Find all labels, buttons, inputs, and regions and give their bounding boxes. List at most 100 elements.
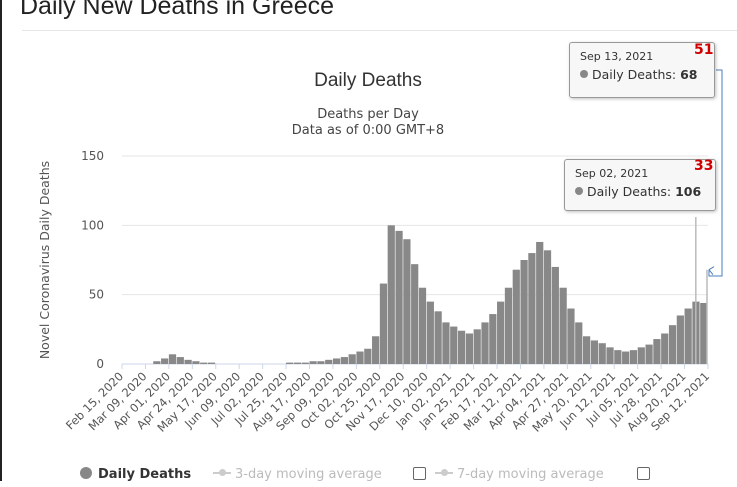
bar bbox=[348, 354, 356, 364]
bar bbox=[434, 311, 442, 364]
tooltip-note: 51 bbox=[694, 42, 714, 58]
bar bbox=[684, 308, 692, 364]
checkbox-icon bbox=[413, 467, 426, 480]
bar bbox=[301, 362, 309, 364]
bar bbox=[356, 351, 364, 364]
bar bbox=[536, 241, 544, 364]
bar bbox=[184, 359, 192, 364]
bar bbox=[168, 354, 177, 364]
bar bbox=[668, 325, 677, 364]
y-tick-label: 150 bbox=[81, 149, 104, 163]
bar bbox=[559, 287, 567, 364]
bar bbox=[567, 308, 575, 364]
tooltip-sep-02: Sep 02, 2021 Daily Deaths: 106 bbox=[564, 159, 716, 211]
tooltip-date: Sep 02, 2021 bbox=[575, 167, 649, 180]
bar bbox=[372, 336, 380, 364]
tooltip-series: Daily Deaths: bbox=[587, 184, 672, 199]
bar bbox=[176, 357, 184, 364]
legend-dot-icon bbox=[80, 467, 92, 479]
bar bbox=[551, 266, 559, 364]
bar bbox=[340, 357, 348, 364]
legend-item-7-day[interactable]: 7-day moving average bbox=[435, 467, 604, 482]
bar bbox=[325, 359, 333, 364]
bar bbox=[395, 230, 403, 364]
bar bbox=[528, 253, 536, 364]
left-border bbox=[0, 0, 2, 481]
bar bbox=[207, 362, 216, 364]
bar bbox=[637, 347, 645, 364]
tooltip-value: 68 bbox=[680, 67, 698, 82]
annotation-connector bbox=[708, 69, 723, 277]
chart-subtitle-line-1: Deaths per Day bbox=[317, 107, 419, 122]
bar bbox=[457, 330, 466, 364]
bar bbox=[590, 340, 599, 364]
legend-line-icon bbox=[213, 469, 231, 476]
tooltip-series: Daily Deaths: bbox=[592, 67, 677, 82]
legend-line-icon bbox=[435, 469, 453, 476]
y-tick-label: 100 bbox=[81, 218, 104, 232]
bar bbox=[332, 358, 341, 364]
bar bbox=[582, 336, 591, 364]
bar bbox=[450, 326, 458, 364]
bar bbox=[286, 362, 294, 364]
legend-item-daily-deaths[interactable]: Daily Deaths bbox=[80, 467, 191, 482]
bar bbox=[379, 283, 388, 364]
bar bbox=[676, 315, 684, 364]
tooltip-note: 33 bbox=[694, 158, 714, 174]
bar bbox=[364, 348, 372, 364]
legend-item-3-day[interactable]: 3-day moving average bbox=[213, 467, 382, 482]
bar bbox=[309, 361, 317, 364]
bar bbox=[622, 351, 630, 364]
bar bbox=[629, 350, 638, 364]
legend-checkbox-3-day[interactable] bbox=[413, 467, 426, 483]
chart-subtitle-line-2: Data as of 0:00 GMT+8 bbox=[292, 123, 444, 138]
chart-title: Daily Deaths bbox=[314, 70, 422, 91]
bar bbox=[575, 322, 583, 364]
bar bbox=[481, 322, 489, 364]
bar bbox=[317, 361, 325, 364]
y-axis-ticks: 0 50 100 150 bbox=[81, 149, 104, 371]
arrow-icon bbox=[708, 266, 715, 276]
bar bbox=[387, 225, 395, 364]
bar bbox=[293, 362, 302, 364]
bar bbox=[661, 333, 669, 364]
series-dot-icon bbox=[580, 70, 588, 78]
bar bbox=[489, 314, 497, 364]
bars bbox=[153, 225, 708, 364]
tooltip-sep-13: Sep 13, 2021 Daily Deaths: 68 bbox=[569, 42, 715, 98]
bar bbox=[606, 347, 614, 364]
y-tick-label: 50 bbox=[89, 288, 104, 302]
bar bbox=[512, 269, 520, 364]
checkbox-icon bbox=[637, 467, 650, 480]
highlight-overlay bbox=[695, 69, 723, 364]
legend-checkbox-7-day[interactable] bbox=[637, 467, 650, 483]
bar bbox=[153, 361, 161, 364]
tooltip-value: 106 bbox=[675, 184, 702, 199]
bar bbox=[497, 301, 505, 364]
bar bbox=[426, 301, 434, 364]
series-dot-icon bbox=[575, 187, 583, 195]
bar bbox=[465, 333, 473, 364]
bar bbox=[645, 344, 653, 364]
y-axis-label: Novel Coronavirus Daily Deaths bbox=[37, 161, 52, 359]
bar bbox=[403, 239, 411, 364]
bar bbox=[520, 260, 528, 364]
bar bbox=[411, 264, 419, 364]
bar bbox=[543, 250, 552, 364]
bar bbox=[598, 343, 606, 364]
bar bbox=[700, 302, 708, 364]
bar bbox=[161, 358, 169, 364]
heading-divider bbox=[22, 30, 737, 31]
bar bbox=[504, 287, 513, 364]
bar bbox=[473, 329, 481, 364]
bar bbox=[442, 322, 450, 364]
bar bbox=[192, 361, 200, 364]
page-heading: Daily New Deaths in Greece bbox=[20, 0, 335, 20]
bar bbox=[418, 287, 427, 364]
bar bbox=[200, 362, 208, 364]
bar bbox=[653, 339, 661, 364]
y-tick-label: 0 bbox=[96, 357, 104, 371]
bar bbox=[614, 350, 622, 364]
